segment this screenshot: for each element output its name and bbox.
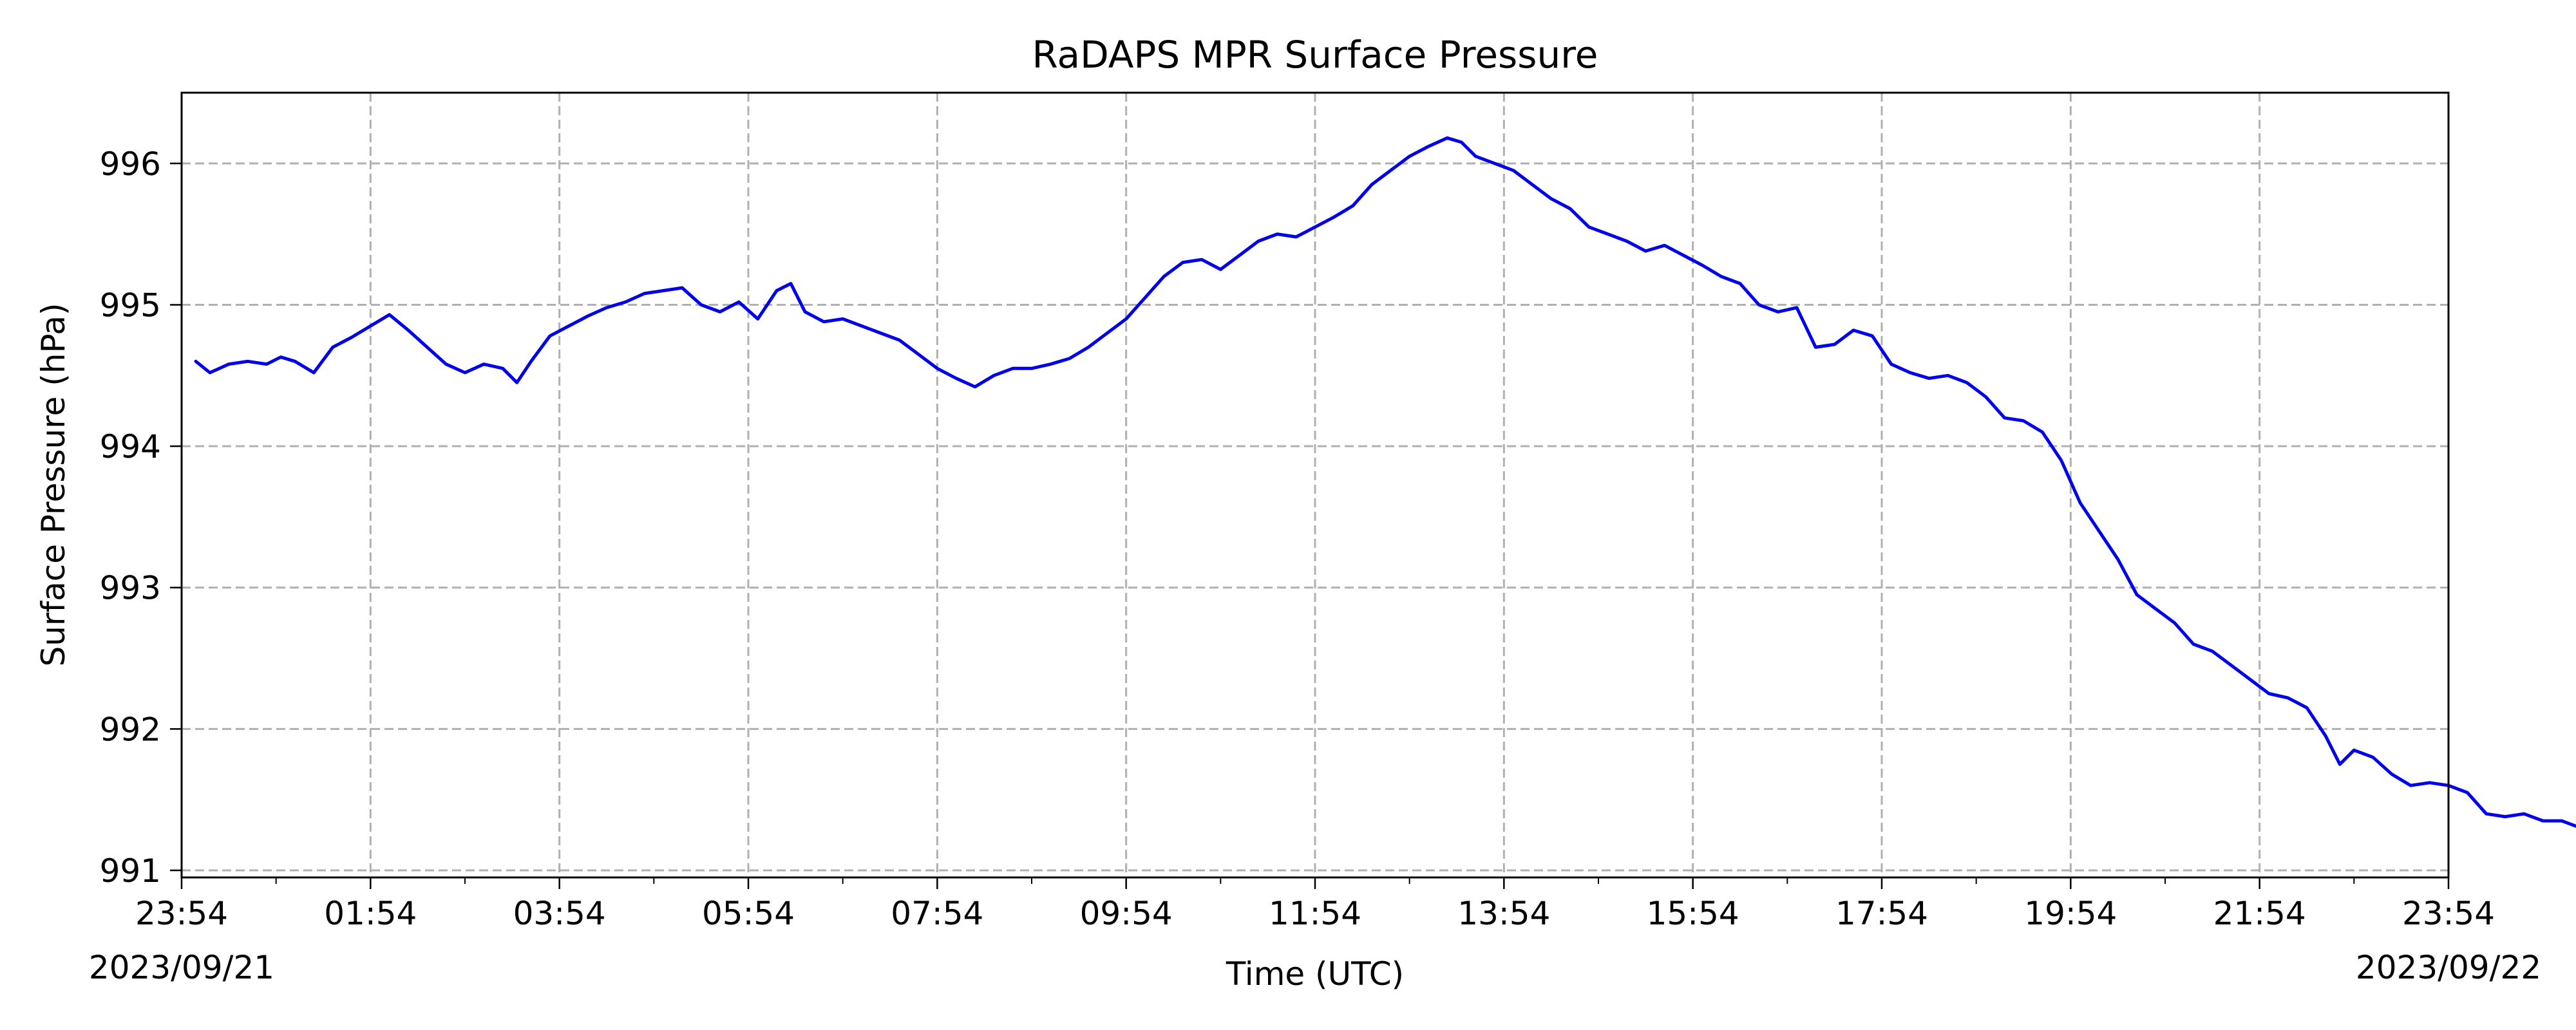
x-tick-label: 21:54 [2213,895,2306,932]
chart-title: RaDAPS MPR Surface Pressure [1032,33,1598,77]
x-tick-label: 01:54 [324,895,417,932]
y-tick-label: 991 [100,852,161,890]
y-tick-label: 995 [100,286,161,324]
y-tick-label: 993 [100,570,161,607]
x-tick-label: 11:54 [1269,895,1361,932]
pressure-line [194,136,2576,829]
x-tick-label: 07:54 [891,895,983,932]
x-tick-label: 05:54 [702,895,795,932]
y-tick-label: 994 [100,428,161,465]
x-date-label: 2023/09/22 [2356,949,2541,986]
series-layer [194,136,2576,829]
y-axis: 991 992 993 994 995 996 [100,145,182,890]
y-tick-label: 992 [100,711,161,748]
x-tick-label: 13:54 [1457,895,1550,932]
x-tick-label: 23:54 [135,895,228,932]
x-axis: 23:54 2023/09/21 01:54 03:54 05:54 07:54 09:54… [89,877,2541,986]
x-tick-label: 17:54 [1835,895,1928,932]
x-date-label: 2023/09/21 [89,949,274,986]
y-axis-label: Surface Pressure (hPa) [35,303,72,666]
x-tick-label: 15:54 [1647,895,1739,932]
x-tick-label: 03:54 [513,895,606,932]
x-tick-label: 23:54 [2402,895,2495,932]
x-tick-label: 09:54 [1080,895,1173,932]
x-tick-label: 19:54 [2024,895,2117,932]
y-tick-label: 996 [100,145,161,183]
gridlines [182,93,2448,877]
x-axis-label: Time (UTC) [1226,955,1404,993]
